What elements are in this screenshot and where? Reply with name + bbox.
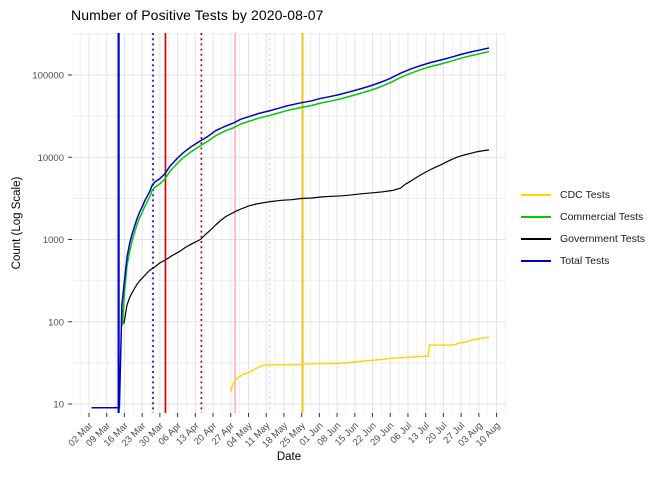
- y-tick-label: 100000: [32, 71, 64, 82]
- y-tick-label: 10000: [38, 153, 64, 164]
- legend-line-swatch: [521, 215, 551, 218]
- legend-item: Total Tests: [521, 254, 645, 267]
- y-tick-label: 10: [53, 400, 64, 411]
- series-line-commercial-tests: [121, 50, 490, 326]
- series-line-cdc-tests: [230, 336, 490, 393]
- y-tick-label: 1000: [43, 235, 64, 246]
- legend-line-swatch: [521, 237, 551, 240]
- legend-label: CDC Tests: [560, 188, 610, 201]
- legend-label: Government Tests: [560, 232, 646, 245]
- series-line-government-tests: [123, 149, 490, 324]
- legend-item: Commercial Tests: [521, 210, 645, 223]
- x-axis-title: Date: [276, 451, 302, 463]
- legend-line-swatch: [521, 259, 551, 262]
- legend: CDC Tests Commercial Tests Government Test…: [521, 188, 645, 267]
- legend-label: Total Tests: [560, 254, 610, 267]
- y-tick-label: 100: [48, 317, 64, 328]
- legend-label: Commercial Tests: [560, 210, 644, 223]
- legend-item: CDC Tests: [521, 188, 645, 201]
- series-line-total-tests: [91, 47, 490, 409]
- legend-item: Government Tests: [521, 232, 645, 245]
- legend-line-swatch: [521, 193, 551, 196]
- chart-title: Number of Positive Tests by 2020-08-07: [71, 7, 324, 23]
- y-axis-title: Count (Log Scale): [11, 176, 23, 270]
